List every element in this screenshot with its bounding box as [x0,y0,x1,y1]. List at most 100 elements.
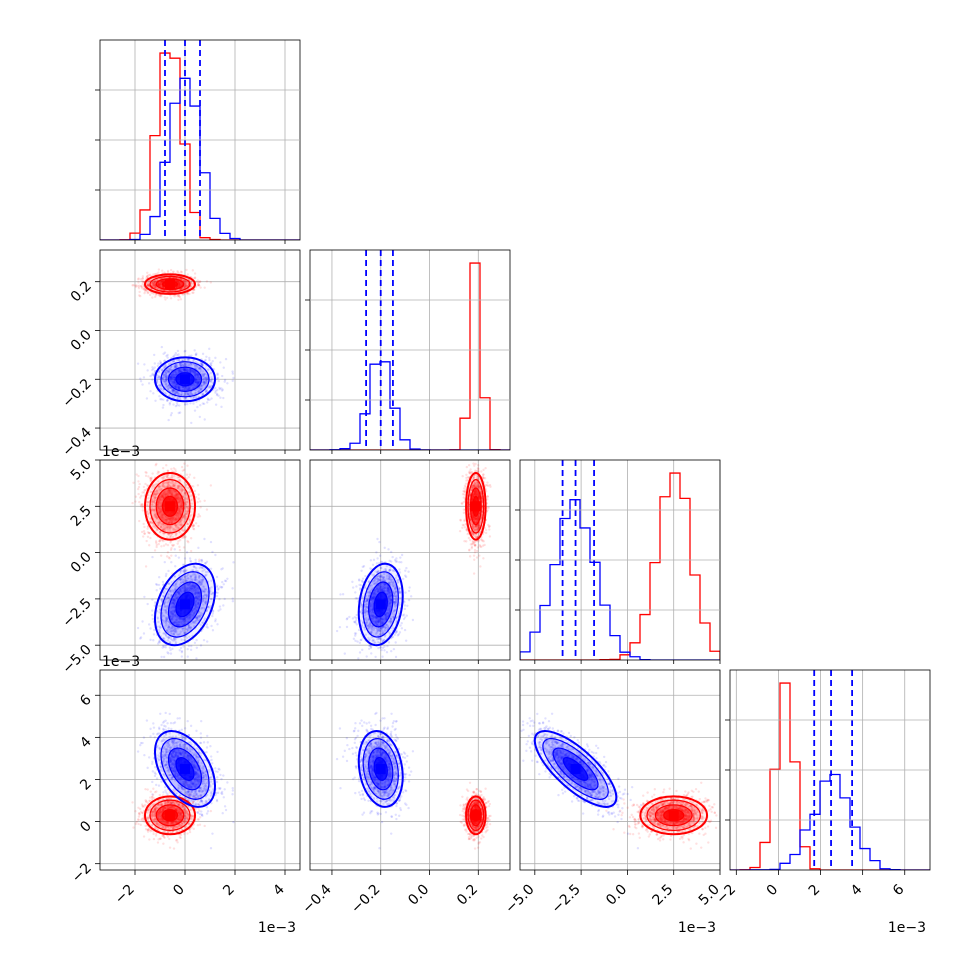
scatter-point [158,282,161,285]
scatter-point [151,284,154,287]
scatter-point [158,530,162,534]
scatter-point [158,485,162,489]
scatter-point [195,381,198,384]
scatter-point [157,362,160,365]
scatter-point [154,286,157,289]
scatter-point [221,580,224,584]
scatter-point [215,377,219,380]
scatter-point [171,360,175,364]
scatter-point [157,281,160,285]
scatter-point [160,655,163,659]
scatter-point [166,384,170,388]
scatter-point [169,377,172,380]
scatter-point [145,471,148,475]
scatter-point [195,384,199,387]
scatter-point [196,374,199,377]
scatter-point [159,554,163,557]
scatter-point [183,358,187,362]
scatter-point [161,378,165,381]
scatter-point [157,282,161,286]
scatter-point [166,543,170,547]
scatter-point [142,485,146,489]
scatter-point [186,388,189,391]
scatter-point [174,352,178,355]
scatter-point [160,524,163,527]
scatter-point [162,497,165,500]
scatter-point [198,388,201,391]
scatter-point [167,484,170,487]
scatter-point [198,389,201,393]
scatter-point [159,282,162,286]
scatter-point [181,287,184,290]
scatter-point [179,277,182,281]
panel-0-0 [95,39,301,244]
scatter-point [202,380,206,383]
scatter-point [194,389,197,392]
scatter-point [178,282,181,286]
scatter-point [169,375,172,378]
scatter-point [156,286,159,290]
scatter-point [194,372,197,376]
scatter-point [179,370,182,373]
scatter-point [169,365,173,369]
scatter-point [179,364,183,368]
scatter-point [151,598,154,601]
scatter-point [205,390,208,393]
scatter-point [189,368,192,371]
scatter-point [193,277,197,280]
scatter-point [162,492,165,496]
scatter-point [204,561,207,565]
scatter-point [198,378,201,381]
scatter-point [209,540,213,544]
scatter-point [157,370,161,374]
scatter-point [184,283,188,287]
scatter-point [177,353,180,356]
scatter-point [175,391,179,394]
scatter-point [179,281,182,285]
scatter-point [163,370,167,374]
scatter-point [203,381,206,384]
scatter-point [226,382,229,385]
scatter-point [148,477,152,480]
scatter-point [165,369,168,373]
scatter-point [172,484,175,488]
scatter-point [188,473,192,476]
scatter-point [186,500,189,504]
scatter-point [201,402,205,405]
scatter-point [159,294,162,298]
scatter-point [173,494,177,498]
scatter-point [185,387,189,391]
scatter-point [152,273,155,276]
scatter-point [165,375,168,378]
scatter-point [168,536,172,539]
scatter-point [183,369,186,372]
scatter-point [148,273,152,277]
scatter-point [159,277,162,280]
scatter-point [173,389,176,392]
scatter-point [216,623,219,626]
scatter-point [147,623,151,626]
scatter-point [181,293,185,296]
scatter-point [207,384,211,387]
scatter-point [146,535,150,538]
scatter-point [186,292,189,296]
scatter-point [183,557,187,560]
scatter-point [202,378,206,381]
scatter-point [199,384,203,387]
scatter-point [164,543,168,546]
scatter-point [185,506,188,509]
scatter-point [198,500,202,503]
scatter-point [184,397,188,400]
scatter-point [144,288,147,292]
scatter-point [189,281,193,285]
scatter-point [170,365,173,368]
scatter-point [167,483,171,486]
scatter-point [132,481,135,484]
scatter-point [185,391,189,395]
scatter-point [152,283,155,287]
scatter-point [168,517,171,521]
scatter-point [161,514,165,517]
scatter-point [193,476,196,480]
scatter-point [202,402,206,406]
scatter-point [153,283,156,286]
